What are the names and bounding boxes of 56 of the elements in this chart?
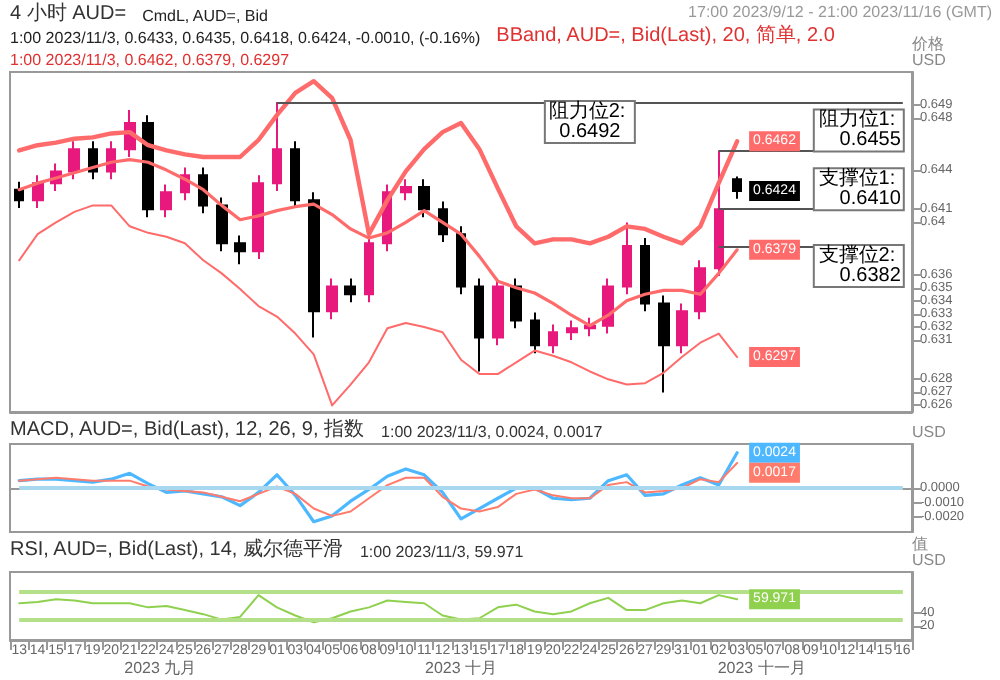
candlestick (510, 277, 522, 330)
candlestick (364, 234, 374, 304)
candlestick (548, 323, 558, 355)
candlestick (234, 234, 246, 266)
line-series (18, 594, 739, 624)
candlestick (290, 140, 300, 209)
candlestick (456, 225, 466, 296)
ref-line-label: 支撑位2: 0.6382 (818, 242, 902, 287)
chart-subtitle: 1:00 2023/11/3, 0.0024, 0.0017 (381, 423, 604, 441)
candlestick (676, 302, 688, 355)
candlestick (344, 277, 356, 304)
candlestick (418, 178, 430, 219)
candlestick (714, 149, 724, 277)
y-axis-title: 价格 USD (910, 35, 947, 69)
y-axis-title: USD (912, 423, 947, 441)
candlestick (400, 178, 412, 202)
candlestick (14, 180, 24, 209)
candlestick (272, 101, 282, 192)
line-series (18, 462, 739, 517)
candlestick (584, 316, 596, 338)
text: 1:00 2023/11/3, 0.6462, 0.6379, 0.6297 (10, 51, 291, 69)
candlestick (530, 311, 540, 355)
candlestick (68, 140, 80, 181)
candlestick (474, 277, 484, 373)
candlestick (252, 174, 264, 260)
y-axis-title: 值 USD (912, 535, 947, 569)
candlestick (326, 277, 338, 321)
candlestick (566, 319, 578, 342)
text: BBand, AUD=, Bid(Last), 20, 简单, 2.0 (496, 23, 836, 47)
candlestick (732, 175, 742, 200)
text: 2023 十一月 (717, 659, 806, 677)
chart-subtitle: 1:00 2023/11/3, 59.971 (359, 543, 525, 561)
line-series (17, 451, 739, 524)
text: 1:00 2023/11/3, 0.6433, 0.6435, 0.6418, 0.6424, -0.0010, (-0.16%) (10, 29, 481, 47)
candlestick (602, 277, 614, 335)
candlestick (694, 259, 706, 321)
text: 2023 十月 (424, 659, 498, 677)
candlestick (142, 114, 154, 219)
candlestick (216, 196, 228, 253)
candlestick (160, 183, 172, 219)
candlestick (640, 237, 650, 313)
ref-line-label: 阻力位1: 0.6455 (818, 107, 902, 152)
chart-title: RSI, AUD=, Bid(Last), 14, 威尔德平滑 (10, 537, 343, 561)
ref-line-label: 阻力位2: 0.6492 (548, 99, 631, 144)
candlestick (492, 277, 504, 347)
line-series (18, 204, 739, 407)
text: CmdL, AUD=, Bid (142, 7, 268, 25)
chart-title: 4 小时 AUD= (10, 1, 127, 25)
chart-title: MACD, AUD=, Bid(Last), 12, 26, 9, 指数 (10, 417, 365, 441)
chart-subtitle: 17:00 2023/9/12 - 21:00 2023/11/16 (GMT) (688, 3, 993, 21)
candlestick (308, 191, 320, 339)
candlestick (658, 294, 670, 394)
candlestick (622, 221, 632, 296)
ref-line-label: 支撑位1: 0.6410 (818, 166, 902, 211)
text: 2023 九月 (124, 659, 197, 677)
candlestick (32, 174, 44, 209)
